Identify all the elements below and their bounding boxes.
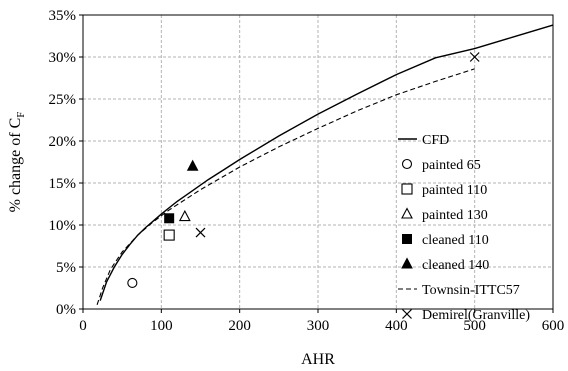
y-tick-label: 0% [56,302,76,318]
data-point-painted-130 [178,209,191,222]
x-axis-title: AHR [301,351,335,368]
legend-symbol [401,158,413,170]
data-point-demirel-granville [469,52,480,62]
legend-item-cleaned-110: cleaned 110 [402,233,489,248]
legend-label: painted 110 [422,183,487,198]
y-tick-label: 20% [49,134,77,150]
y-tick-label: 15% [49,176,77,192]
grid [83,15,553,309]
legend-item-painted-130: painted 130 [401,207,488,223]
x-marker-stroke [402,309,412,319]
legend-item-cfd: CFD [398,133,449,148]
x-tick-label: 400 [385,318,408,334]
x-tick-label: 200 [228,318,251,334]
data-point-painted-110 [163,229,175,241]
legend-label: Demirel(Granville) [422,308,530,323]
y-tick-label: 5% [56,260,76,276]
legend-symbol [401,257,413,269]
y-axis: 0% 5% 10% 15% 20% 25% 30% 35% [49,8,83,318]
legend-symbol [401,183,413,195]
y-tick-label: 35% [49,8,77,24]
x-marker-stroke [469,52,480,62]
y-tick-label: 25% [49,92,77,108]
series-line-townsin-ittc57 [96,68,475,305]
x-tick-label: 600 [542,318,565,334]
legend-label: CFD [422,133,449,148]
legend-symbol [402,309,412,319]
legend-item-painted-65: painted 65 [401,158,481,173]
x-tick-label: 0 [79,318,87,334]
y-axis-title-subscript: F [15,112,27,118]
y-axis-title: % change of CF [7,112,27,213]
x-tick-label: 300 [307,318,330,334]
x-axis: 0 100 200 300 400 500 600 [79,309,564,334]
legend-label: painted 130 [422,208,488,223]
x-tick-label: 500 [463,318,486,334]
legend: CFD painted 65 painted 110 painted 130 clean… [398,133,530,323]
y-axis-title-main: % change of C [7,118,24,213]
legend-item-demirel-granville: Demirel(Granville) [402,308,530,323]
data-point-demirel-granville [195,227,206,238]
series-line-cfd [99,24,554,301]
x-marker-stroke [195,227,206,238]
legend-item-cleaned-140: cleaned 140 [401,257,489,273]
legend-label: cleaned 110 [422,233,489,248]
legend-symbol [402,234,412,244]
x-tick-label: 100 [150,318,173,334]
data-point-cleaned-140 [186,159,199,171]
legend-item-townsin-ittc57: Townsin-ITTC57 [398,283,520,298]
data-point-painted-65 [127,277,138,289]
y-tick-label: 10% [49,218,77,234]
legend-label: Townsin-ITTC57 [422,283,520,298]
data-point-cleaned-110 [164,213,175,224]
legend-label: cleaned 140 [422,258,489,273]
legend-label: painted 65 [422,158,481,173]
y-tick-label: 30% [49,50,77,66]
legend-symbol [401,207,413,219]
series-layer [96,24,554,305]
legend-item-painted-110: painted 110 [401,183,487,198]
